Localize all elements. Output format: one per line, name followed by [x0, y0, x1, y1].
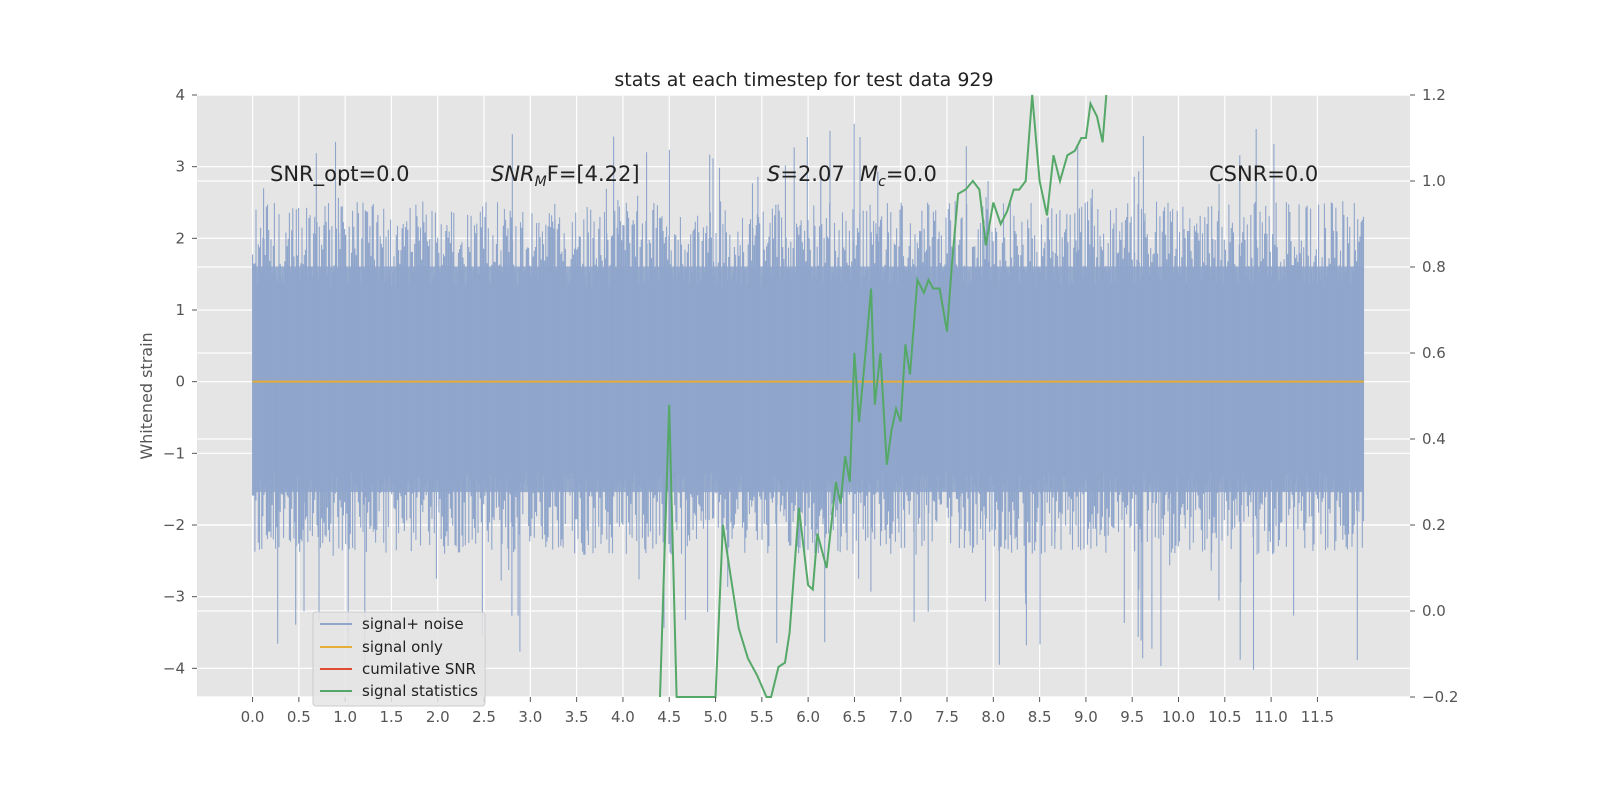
annotation-snr-mf-main: SNR — [491, 162, 535, 186]
annotation-mc-val: =0.0 — [886, 162, 937, 186]
y2-tick-label: 0.6 — [1422, 344, 1446, 362]
x-tick-label: 2.0 — [426, 708, 450, 726]
y2-tick-label: 0.2 — [1422, 516, 1446, 534]
y2-tick-label: 0.0 — [1422, 602, 1446, 620]
annotation-mc-var: M — [860, 162, 878, 186]
x-tick-label: 3.5 — [565, 708, 589, 726]
y-tick-label: −1 — [163, 444, 185, 462]
y2-axis-ticks: 1.2 1.0 0.8 0.6 0.4 0.2 0.0 −0.2 — [1410, 86, 1458, 706]
annotation-snr-mf: SNRMF=[4.22] — [491, 162, 640, 190]
x-tick-label: 5.0 — [704, 708, 728, 726]
x-tick-label: 10.5 — [1208, 708, 1241, 726]
annotation-snr-opt: SNR_opt=0.0 — [270, 162, 410, 187]
legend-label-signal-noise: signal+ noise — [362, 615, 464, 633]
y-tick-label: 1 — [175, 301, 185, 319]
y-axis-label: Whitened strain — [137, 332, 156, 459]
x-tick-label: 3.0 — [518, 708, 542, 726]
y-tick-label: 4 — [175, 86, 185, 104]
legend-label-cumilative-snr: cumilative SNR — [362, 660, 476, 678]
x-tick-label: 9.0 — [1074, 708, 1098, 726]
legend-frame — [312, 611, 486, 707]
legend-label-signal-statistics: signal statistics — [362, 682, 478, 700]
y-axis-ticks: 4 3 2 1 0 −1 −2 −3 −4 — [163, 86, 197, 677]
y-tick-label: −3 — [163, 588, 185, 606]
y-tick-label: −4 — [163, 659, 185, 677]
signal-noise-trace — [252, 123, 1365, 675]
y2-tick-label: 1.0 — [1422, 172, 1446, 190]
series-signal-noise — [252, 123, 1365, 675]
x-tick-label: 4.0 — [611, 708, 635, 726]
chart-title: stats at each timestep for test data 929 — [614, 69, 993, 91]
x-axis-ticks: 0.0 0.5 1.0 1.5 2.0 2.5 3.0 3.5 4.0 4.5 5.0 5.5 6.0 6… — [241, 697, 1334, 726]
x-tick-label: 6.5 — [842, 708, 866, 726]
y2-tick-label: 0.4 — [1422, 430, 1446, 448]
annotation-snr-mf-sub: M — [535, 174, 547, 190]
x-tick-label: 7.5 — [935, 708, 959, 726]
y-tick-label: 0 — [175, 373, 185, 391]
x-tick-label: 1.0 — [333, 708, 357, 726]
x-tick-label: 0.5 — [287, 708, 311, 726]
y2-tick-label: 0.8 — [1422, 258, 1446, 276]
y-tick-label: 2 — [175, 229, 185, 247]
x-tick-label: 1.5 — [380, 708, 404, 726]
x-tick-label: 5.5 — [750, 708, 774, 726]
annotation-csnr: CSNR=0.0 — [1209, 162, 1318, 186]
x-tick-label: 4.5 — [657, 708, 681, 726]
annotation-s: S=2.07 — [767, 162, 845, 186]
x-tick-label: 11.0 — [1254, 708, 1287, 726]
x-tick-label: 2.5 — [472, 708, 496, 726]
x-tick-label: 0.0 — [241, 708, 265, 726]
x-tick-label: 8.0 — [981, 708, 1005, 726]
legend: signal+ noise signal only cumilative SNR… — [312, 611, 486, 707]
legend-label-signal-only: signal only — [362, 638, 443, 656]
y2-tick-label: 1.2 — [1422, 86, 1446, 104]
y2-tick-label: −0.2 — [1422, 688, 1458, 706]
x-tick-label: 6.0 — [796, 708, 820, 726]
y-tick-label: 3 — [175, 158, 185, 176]
x-tick-label: 8.5 — [1028, 708, 1052, 726]
series-signal-statistics-line — [659, 94, 1108, 698]
annotation-mc: Mc=0.0 — [860, 162, 937, 190]
x-tick-label: 9.5 — [1120, 708, 1144, 726]
x-tick-label: 11.5 — [1301, 708, 1334, 726]
annotation-snr-mf-tail: F=[4.22] — [547, 162, 640, 186]
annotation-s-val: =2.07 — [780, 162, 844, 186]
annotation-s-var: S — [767, 162, 780, 186]
annotation-mc-sub: c — [878, 174, 886, 190]
y-tick-label: −2 — [163, 516, 185, 534]
x-tick-label: 10.0 — [1162, 708, 1195, 726]
x-tick-label: 7.0 — [889, 708, 913, 726]
